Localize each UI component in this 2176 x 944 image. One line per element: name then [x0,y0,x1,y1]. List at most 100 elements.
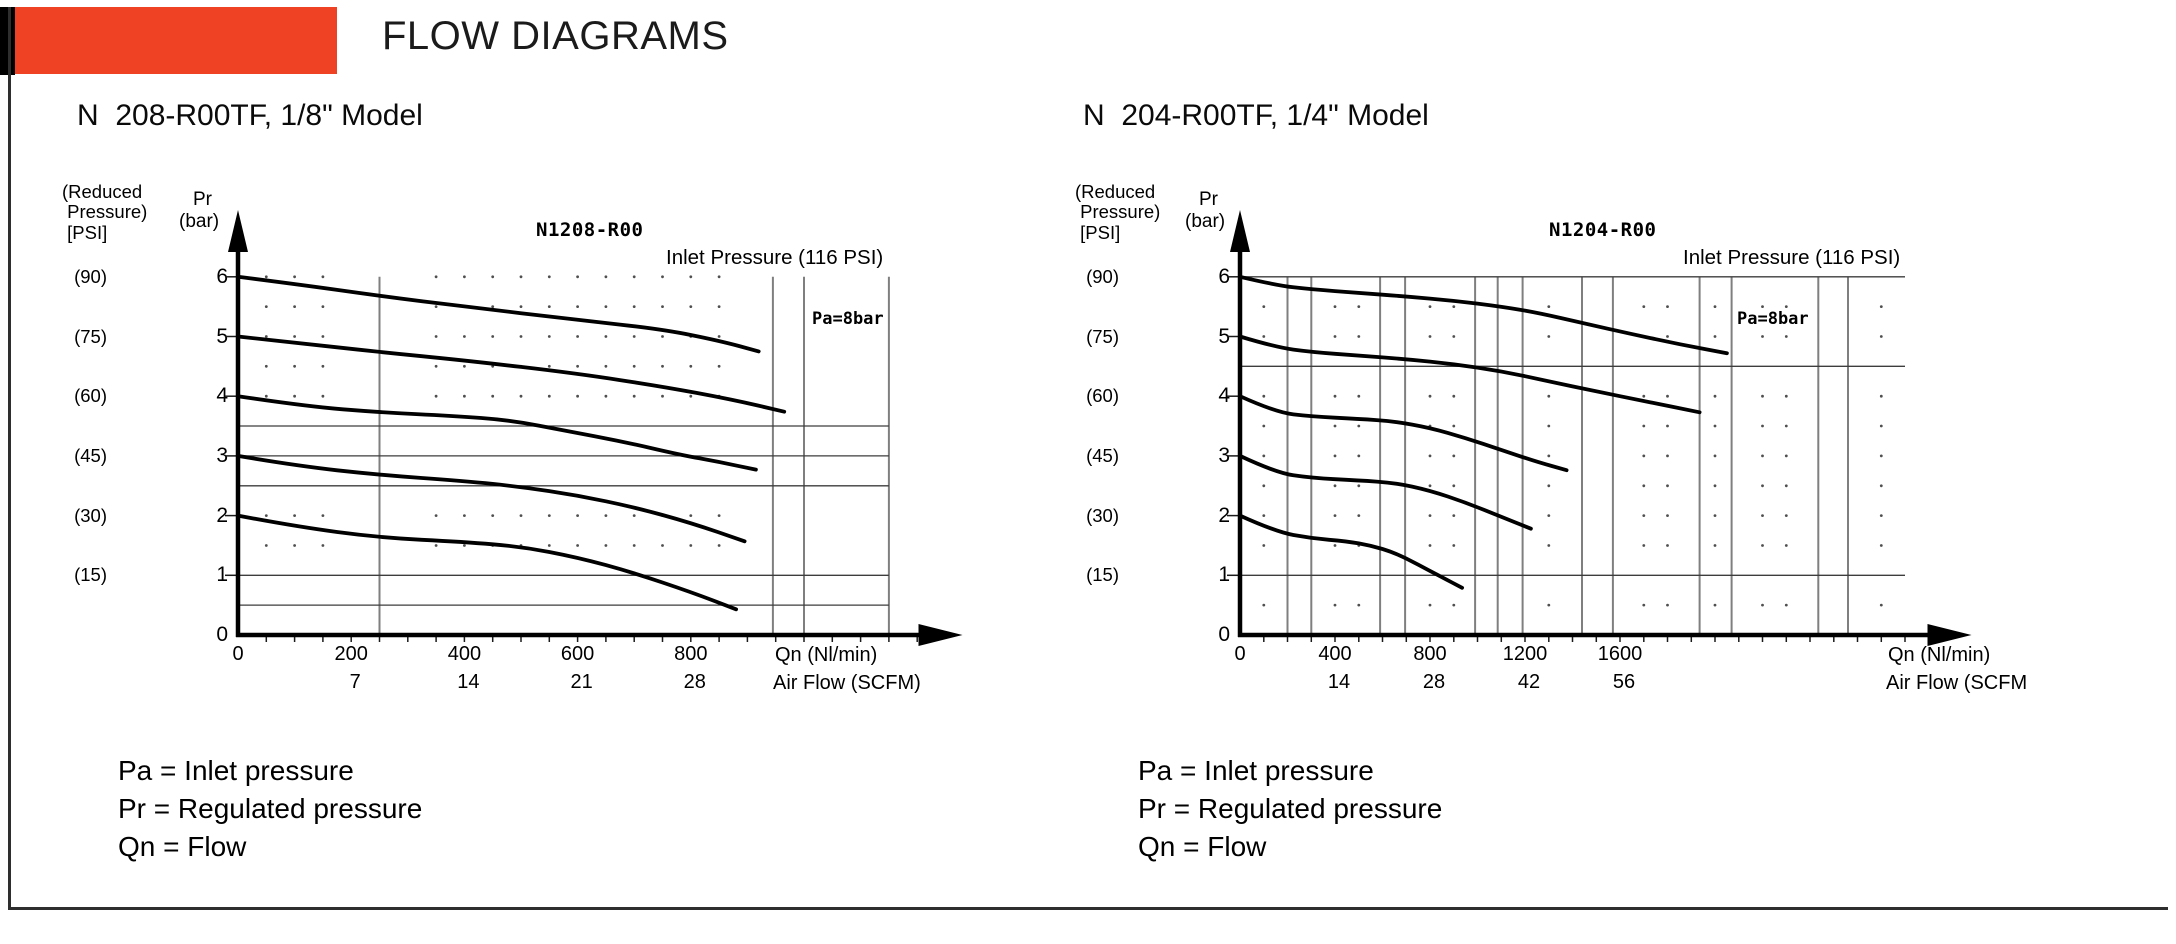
curve-pr-5-bar-75-psi- [236,334,787,414]
horizontal-gridlines [1240,276,1905,576]
x-tick-800: 800 [1413,643,1447,665]
chart-model-title: N 204-R00TF, 1/4" Model [1083,99,1429,132]
y-axis-name: Pr [1199,189,1218,210]
curve-pr-2-bar-30-psi- [1238,513,1464,590]
y-tick-6: 6 [1218,264,1230,288]
legend-pa: Pa = Inlet pressure [118,755,354,786]
header-orange-bar [15,7,337,74]
inlet-pressure-label: Inlet Pressure (116 PSI) [666,246,884,269]
psi-tick-(60): (60) [74,385,107,407]
x-axis-label-scfm: Air Flow (SCFM) [773,672,921,694]
reduced-line-1: (Reduced [62,181,143,202]
chart-code-label: N1204-R00 [1549,219,1657,241]
x-tick-800: 800 [674,643,708,665]
x-tick-0: 0 [1234,643,1246,665]
y-tick-2: 2 [216,503,228,527]
reduced-line-3: [PSI] [62,221,108,243]
legend-pa: Pa = Inlet pressure [1138,755,1374,786]
curve-pr-5-bar-75-psi- [1238,334,1702,415]
x-tick-200: 200 [334,643,368,665]
chart-model-title: N 208-R00TF, 1/8" Model [77,99,423,132]
reduced-pressure-axis-label: (Reduced Pressure) [PSI] [62,181,148,243]
page-title: FLOW DIAGRAMS [382,14,729,58]
x-scfm-tick-7: 7 [349,671,361,693]
psi-tick-(60): (60) [1086,385,1119,407]
y-tick-0: 0 [1218,623,1230,646]
y-tick-6: 6 [216,264,228,288]
x-scfm-tick-14: 14 [1327,671,1351,693]
reduced-line-2: Pressure) [62,201,148,223]
psi-tick-(75): (75) [1086,325,1119,347]
curve-pr-3-bar-45-psi- [1238,454,1533,531]
curve-pr-2-bar-30-psi- [236,513,738,612]
chart-legend: Pa = Inlet pressure Pr = Regulated pressu… [118,752,422,866]
x-axis-label-scfm: Air Flow (SCFM [1886,672,2028,694]
x-scfm-tick-21: 21 [570,671,593,693]
y-axis-unit: (bar) [179,211,220,232]
psi-tick-(90): (90) [74,265,107,287]
legend-qn: Qn = Flow [1138,831,1267,862]
axis-arrowheads [1230,210,1972,646]
pa-8bar-label: Pa=8bar [1737,309,1809,329]
y-tick-0: 0 [216,623,228,646]
curve-pr-6-bar-90-psi- [236,274,761,354]
horizontal-gridlines [238,425,889,606]
y-tick-1: 1 [216,563,228,587]
psi-tick-(30): (30) [1086,504,1119,526]
curve-pr-4-bar-60-psi- [236,394,758,472]
psi-tick-(15): (15) [74,564,107,586]
y-axis-name: Pr [193,189,212,210]
x-scfm-tick-28: 28 [1422,671,1446,693]
reduced-pressure-axis-label: (Reduced Pressure) [PSI] [1075,181,1161,243]
vertical-gridlines [1286,276,1849,635]
inlet-pressure-label: Inlet Pressure (116 PSI) [1683,246,1901,269]
x-tick-600: 600 [560,643,595,665]
x-scfm-tick-14: 14 [457,671,480,693]
y-tick-1: 1 [1218,563,1230,587]
x-tick-400: 400 [447,643,482,665]
axes [235,246,933,638]
tick-marks [1227,276,1930,642]
y-tick-3: 3 [1218,443,1230,467]
psi-tick-(15): (15) [1086,564,1119,586]
y-tick-4: 4 [1218,384,1230,408]
x-scfm-tick-42: 42 [1517,671,1541,693]
y-tick-4: 4 [216,384,228,408]
dot-grid [264,275,721,547]
x-tick-0: 0 [232,643,244,665]
x-tick-400: 400 [1318,643,1352,665]
x-scfm-tick-56: 56 [1612,671,1636,693]
psi-tick-(30): (30) [74,504,107,526]
x-axis-label-nlmin: Qn (Nl/min) [1888,644,1991,666]
chart-legend: Pa = Inlet pressure Pr = Regulated pressu… [1138,752,1442,866]
reduced-line-2: Pressure) [1075,201,1161,223]
axis-arrowheads [228,210,963,646]
page-border-left [8,7,11,910]
y-tick-2: 2 [1218,503,1230,527]
x-tick-1600: 1600 [1597,643,1643,665]
legend-pr: Pr = Regulated pressure [1138,793,1443,824]
y-tick-5: 5 [216,324,228,348]
x-axis-label-nlmin: Qn (Nl/min) [775,644,878,666]
page-border-bottom [8,907,2168,910]
curve-pr-3-bar-45-psi- [236,454,747,544]
y-axis-unit: (bar) [1185,211,1226,232]
axes [1237,246,1942,638]
x-scfm-tick-28: 28 [683,671,706,693]
y-tick-3: 3 [216,443,228,467]
pa-8bar-label: Pa=8bar [812,309,884,329]
dot-grid [1262,305,1883,607]
reduced-line-1: (Reduced [1075,181,1156,202]
psi-tick-(90): (90) [1086,265,1119,287]
curve-pr-6-bar-90-psi- [1238,274,1729,356]
psi-tick-(45): (45) [1086,444,1119,466]
legend-qn: Qn = Flow [118,831,247,862]
chart-code-label: N1208-R00 [536,219,644,241]
psi-tick-(45): (45) [74,444,107,466]
curve-pr-4-bar-60-psi- [1238,394,1569,473]
psi-tick-(75): (75) [74,325,107,347]
y-tick-5: 5 [1218,324,1230,348]
header-black-tab [0,7,15,75]
